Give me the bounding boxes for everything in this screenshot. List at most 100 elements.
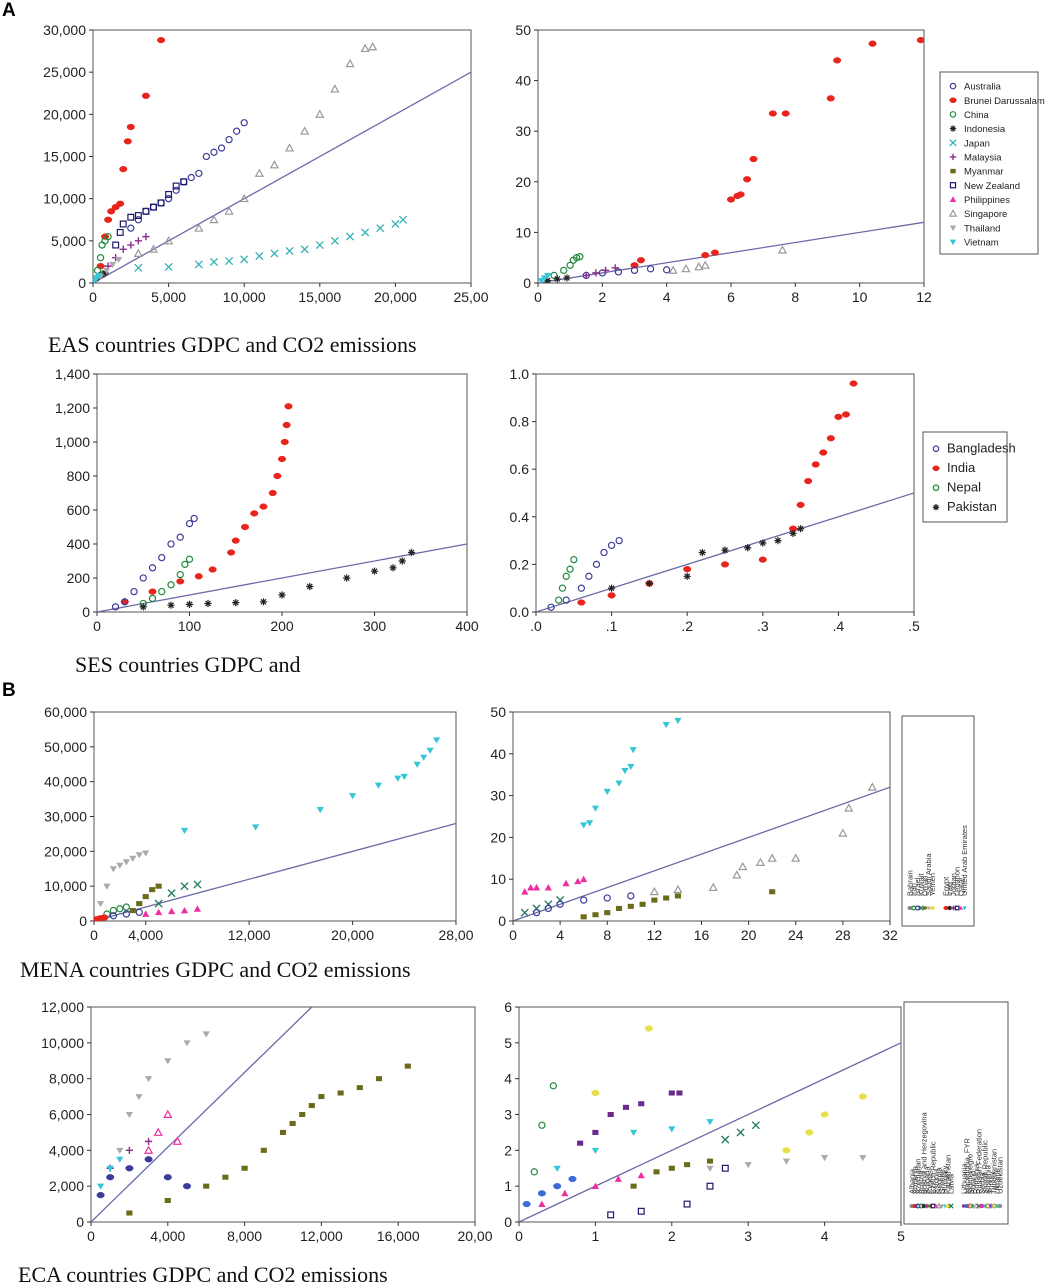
data-point: [568, 1175, 577, 1183]
data-point: [580, 875, 588, 883]
data-point: [700, 260, 710, 269]
legend-label: Israel: [913, 877, 922, 896]
data-point: [736, 1128, 745, 1137]
data-point: [148, 588, 157, 595]
legend-marker: [949, 139, 957, 147]
series-egypt: [94, 914, 109, 921]
data-point: [577, 1140, 584, 1146]
x-tick-label: 8,000: [227, 1228, 262, 1244]
y-tick-label: 0: [78, 275, 86, 291]
data-point: [749, 155, 758, 163]
data-point: [119, 166, 128, 173]
data-point: [375, 1076, 383, 1082]
data-point: [182, 1183, 192, 1190]
series-bangladesh: [111, 514, 198, 611]
data-point: [638, 1101, 645, 1107]
data-point: [116, 862, 124, 869]
data-point: [627, 763, 635, 770]
series-nepal: [139, 555, 194, 608]
data-point: [254, 168, 264, 177]
data-point: [176, 533, 184, 541]
x-tick-label: 12: [647, 927, 663, 943]
data-point: [838, 828, 848, 837]
data-point: [194, 260, 203, 269]
data-point: [637, 1171, 645, 1179]
plot-area: [91, 1007, 411, 1222]
legend-marker: [948, 1203, 954, 1209]
data-point: [433, 737, 441, 744]
data-point: [315, 240, 324, 250]
data-point: [755, 857, 766, 866]
data-point: [194, 573, 203, 580]
data-point: [104, 216, 113, 223]
data-point: [555, 596, 563, 604]
legend-box: [901, 715, 975, 927]
y-tick-label: 6,000: [49, 1107, 84, 1123]
y-tick-label: 4: [504, 1071, 512, 1087]
data-point: [782, 1147, 791, 1154]
data-point: [662, 722, 670, 729]
data-point: [125, 1165, 134, 1172]
data-point: [674, 893, 681, 899]
data-point: [614, 1175, 622, 1182]
y-tick-label: 40: [515, 73, 531, 89]
data-point: [165, 190, 173, 198]
legend-label: Australia: [964, 82, 1002, 93]
data-point: [273, 472, 282, 480]
data-point: [127, 224, 135, 232]
x-tick-label: 1: [592, 1228, 600, 1244]
data-point: [119, 220, 127, 228]
data-point: [607, 541, 616, 550]
data-point: [158, 587, 166, 596]
data-point: [732, 870, 742, 879]
x-tick-label: .4: [833, 618, 845, 634]
data-point: [389, 564, 397, 572]
series-magenta: [143, 1109, 183, 1154]
plot-frame: [535, 373, 915, 613]
legend-label: Bosnia and Herzegovina: [920, 1111, 929, 1194]
legend-marker: [972, 1202, 980, 1209]
legend-marker: [962, 906, 967, 911]
data-point: [530, 1168, 538, 1176]
legend-label: Cyprus: [926, 1170, 935, 1194]
legend-label: Vietnam: [964, 237, 999, 248]
data-point: [630, 266, 639, 275]
legend-marker: [939, 1204, 945, 1209]
data-point: [106, 1174, 115, 1181]
data-point: [706, 1158, 714, 1164]
data-point: [141, 92, 150, 99]
legend-label: Lebanon: [953, 867, 962, 896]
data-point: [255, 251, 264, 261]
data-point: [361, 228, 370, 237]
legend-label: New Zealand: [964, 181, 1020, 192]
data-point: [630, 262, 639, 269]
data-point: [627, 903, 634, 909]
x-tick-label: 4: [821, 1228, 829, 1244]
data-point: [826, 95, 835, 102]
series-cyan: [97, 1156, 124, 1190]
x-tick-label: 0: [89, 289, 97, 305]
data-point: [208, 566, 217, 573]
series-nepal: [555, 555, 578, 604]
data-point: [645, 579, 653, 588]
legend-marker: [949, 82, 957, 90]
data-point: [144, 1156, 153, 1163]
legend-label: Poland: [969, 1171, 978, 1194]
plot-frame: [512, 711, 891, 922]
x-tick-label: 6: [727, 289, 735, 305]
trend-line: [513, 786, 890, 921]
legend-marker: [935, 1202, 943, 1209]
legend-marker: [950, 168, 956, 174]
data-point: [116, 905, 124, 913]
y-tick-label: 15,000: [43, 149, 86, 165]
series-latvia: [721, 1121, 760, 1144]
data-point: [553, 1165, 561, 1172]
data-point: [592, 560, 601, 569]
caption-eas: EAS countries GDPC and CO2 emissions: [48, 332, 417, 357]
chart-eas-gdpc: 0 5,000 10,000 15,000 20,000 25,000 30,000 0 5,0…: [43, 22, 489, 305]
series-israel: [532, 892, 635, 917]
y-tick-label: 0: [504, 1214, 512, 1230]
x-tick-label: 2: [598, 289, 606, 305]
data-point: [398, 215, 408, 224]
y-tick-label: 0: [76, 1214, 84, 1230]
